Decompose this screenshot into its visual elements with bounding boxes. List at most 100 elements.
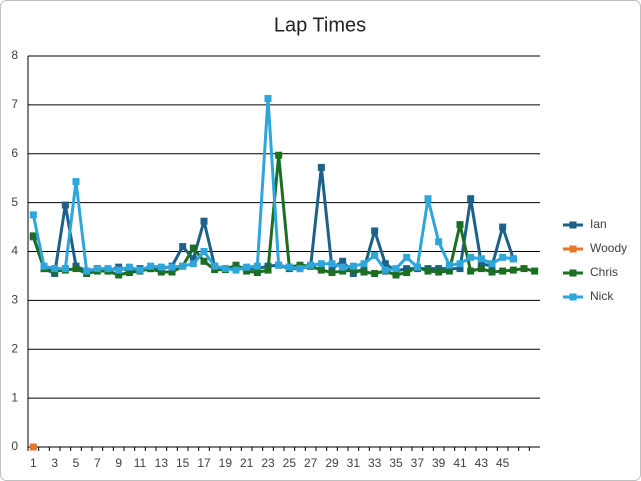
y-tick-label: 2 <box>11 341 18 355</box>
x-tick-label: 37 <box>411 456 425 470</box>
point <box>179 262 187 270</box>
point <box>371 269 379 277</box>
point <box>93 265 101 273</box>
point <box>456 260 464 268</box>
point <box>371 227 379 235</box>
point <box>200 248 208 255</box>
y-tick-label: 3 <box>11 293 18 307</box>
point <box>509 266 517 274</box>
x-tick-label: 43 <box>475 456 489 470</box>
point <box>360 268 368 276</box>
point <box>136 266 144 274</box>
point <box>221 265 229 273</box>
legend-label: Nick <box>590 289 614 303</box>
point <box>445 261 453 269</box>
y-tick-label: 0 <box>11 439 18 453</box>
x-tick-label: 13 <box>155 456 169 470</box>
x-tick-label: 39 <box>432 456 446 470</box>
point <box>328 265 336 273</box>
x-tick-label: 29 <box>325 456 339 470</box>
point <box>435 238 443 246</box>
point <box>328 269 336 277</box>
y-tick-label: 6 <box>11 146 18 160</box>
point <box>467 253 475 261</box>
point <box>424 267 432 275</box>
point <box>413 263 421 271</box>
point <box>243 267 251 275</box>
point <box>339 263 347 271</box>
point <box>456 265 464 273</box>
point <box>381 266 389 274</box>
point <box>317 266 325 274</box>
x-tick-label: 1 <box>30 456 37 470</box>
point <box>403 269 411 277</box>
point <box>435 268 443 276</box>
y-tick-label: 7 <box>11 97 18 111</box>
point <box>296 265 304 273</box>
x-tick-label: 21 <box>240 456 254 470</box>
point <box>403 253 411 261</box>
point <box>403 265 411 273</box>
point <box>189 244 197 252</box>
point <box>29 232 37 240</box>
point <box>243 263 251 271</box>
x-tick-label: 41 <box>453 456 467 470</box>
point <box>488 268 496 276</box>
point <box>115 271 123 279</box>
point <box>520 265 528 273</box>
point <box>200 257 208 265</box>
legend-label: Woody <box>590 241 627 255</box>
point <box>285 263 293 271</box>
point <box>371 251 379 259</box>
x-tick-label: 7 <box>94 456 101 470</box>
series-line <box>31 97 514 273</box>
y-tick-label: 1 <box>11 390 18 404</box>
x-tick-label: 17 <box>197 456 211 470</box>
point <box>253 262 261 270</box>
point <box>339 267 347 275</box>
point <box>72 178 80 186</box>
legend-label: Ian <box>590 217 607 231</box>
point <box>509 255 517 263</box>
point <box>360 260 368 268</box>
point <box>307 261 315 269</box>
point <box>232 261 240 269</box>
point <box>29 443 37 451</box>
point <box>168 268 176 276</box>
point <box>531 267 539 275</box>
point <box>29 211 37 219</box>
y-tick-label: 5 <box>11 195 18 209</box>
point <box>467 267 475 275</box>
legend-marker <box>569 245 577 253</box>
point <box>40 262 48 270</box>
point <box>179 243 187 251</box>
x-tick-label: 31 <box>347 456 361 470</box>
point <box>125 269 133 277</box>
point <box>168 263 176 271</box>
point <box>115 266 123 274</box>
legend-marker <box>569 293 577 301</box>
point <box>349 266 357 274</box>
point <box>392 271 400 279</box>
point <box>467 195 475 203</box>
x-tick-label: 35 <box>389 456 403 470</box>
point <box>499 267 507 275</box>
x-tick-label: 27 <box>304 456 318 470</box>
point <box>381 260 389 268</box>
y-tick-label: 4 <box>11 244 18 258</box>
point <box>264 266 272 274</box>
point <box>328 260 336 268</box>
point <box>349 262 357 270</box>
x-tick-label: 3 <box>51 456 58 470</box>
x-tick-label: 33 <box>368 456 382 470</box>
x-tick-label: 11 <box>134 456 147 470</box>
point <box>499 223 507 231</box>
point <box>339 257 347 265</box>
point <box>253 269 261 277</box>
point <box>445 267 453 275</box>
point <box>147 262 155 270</box>
point <box>477 265 485 273</box>
point <box>456 221 464 229</box>
